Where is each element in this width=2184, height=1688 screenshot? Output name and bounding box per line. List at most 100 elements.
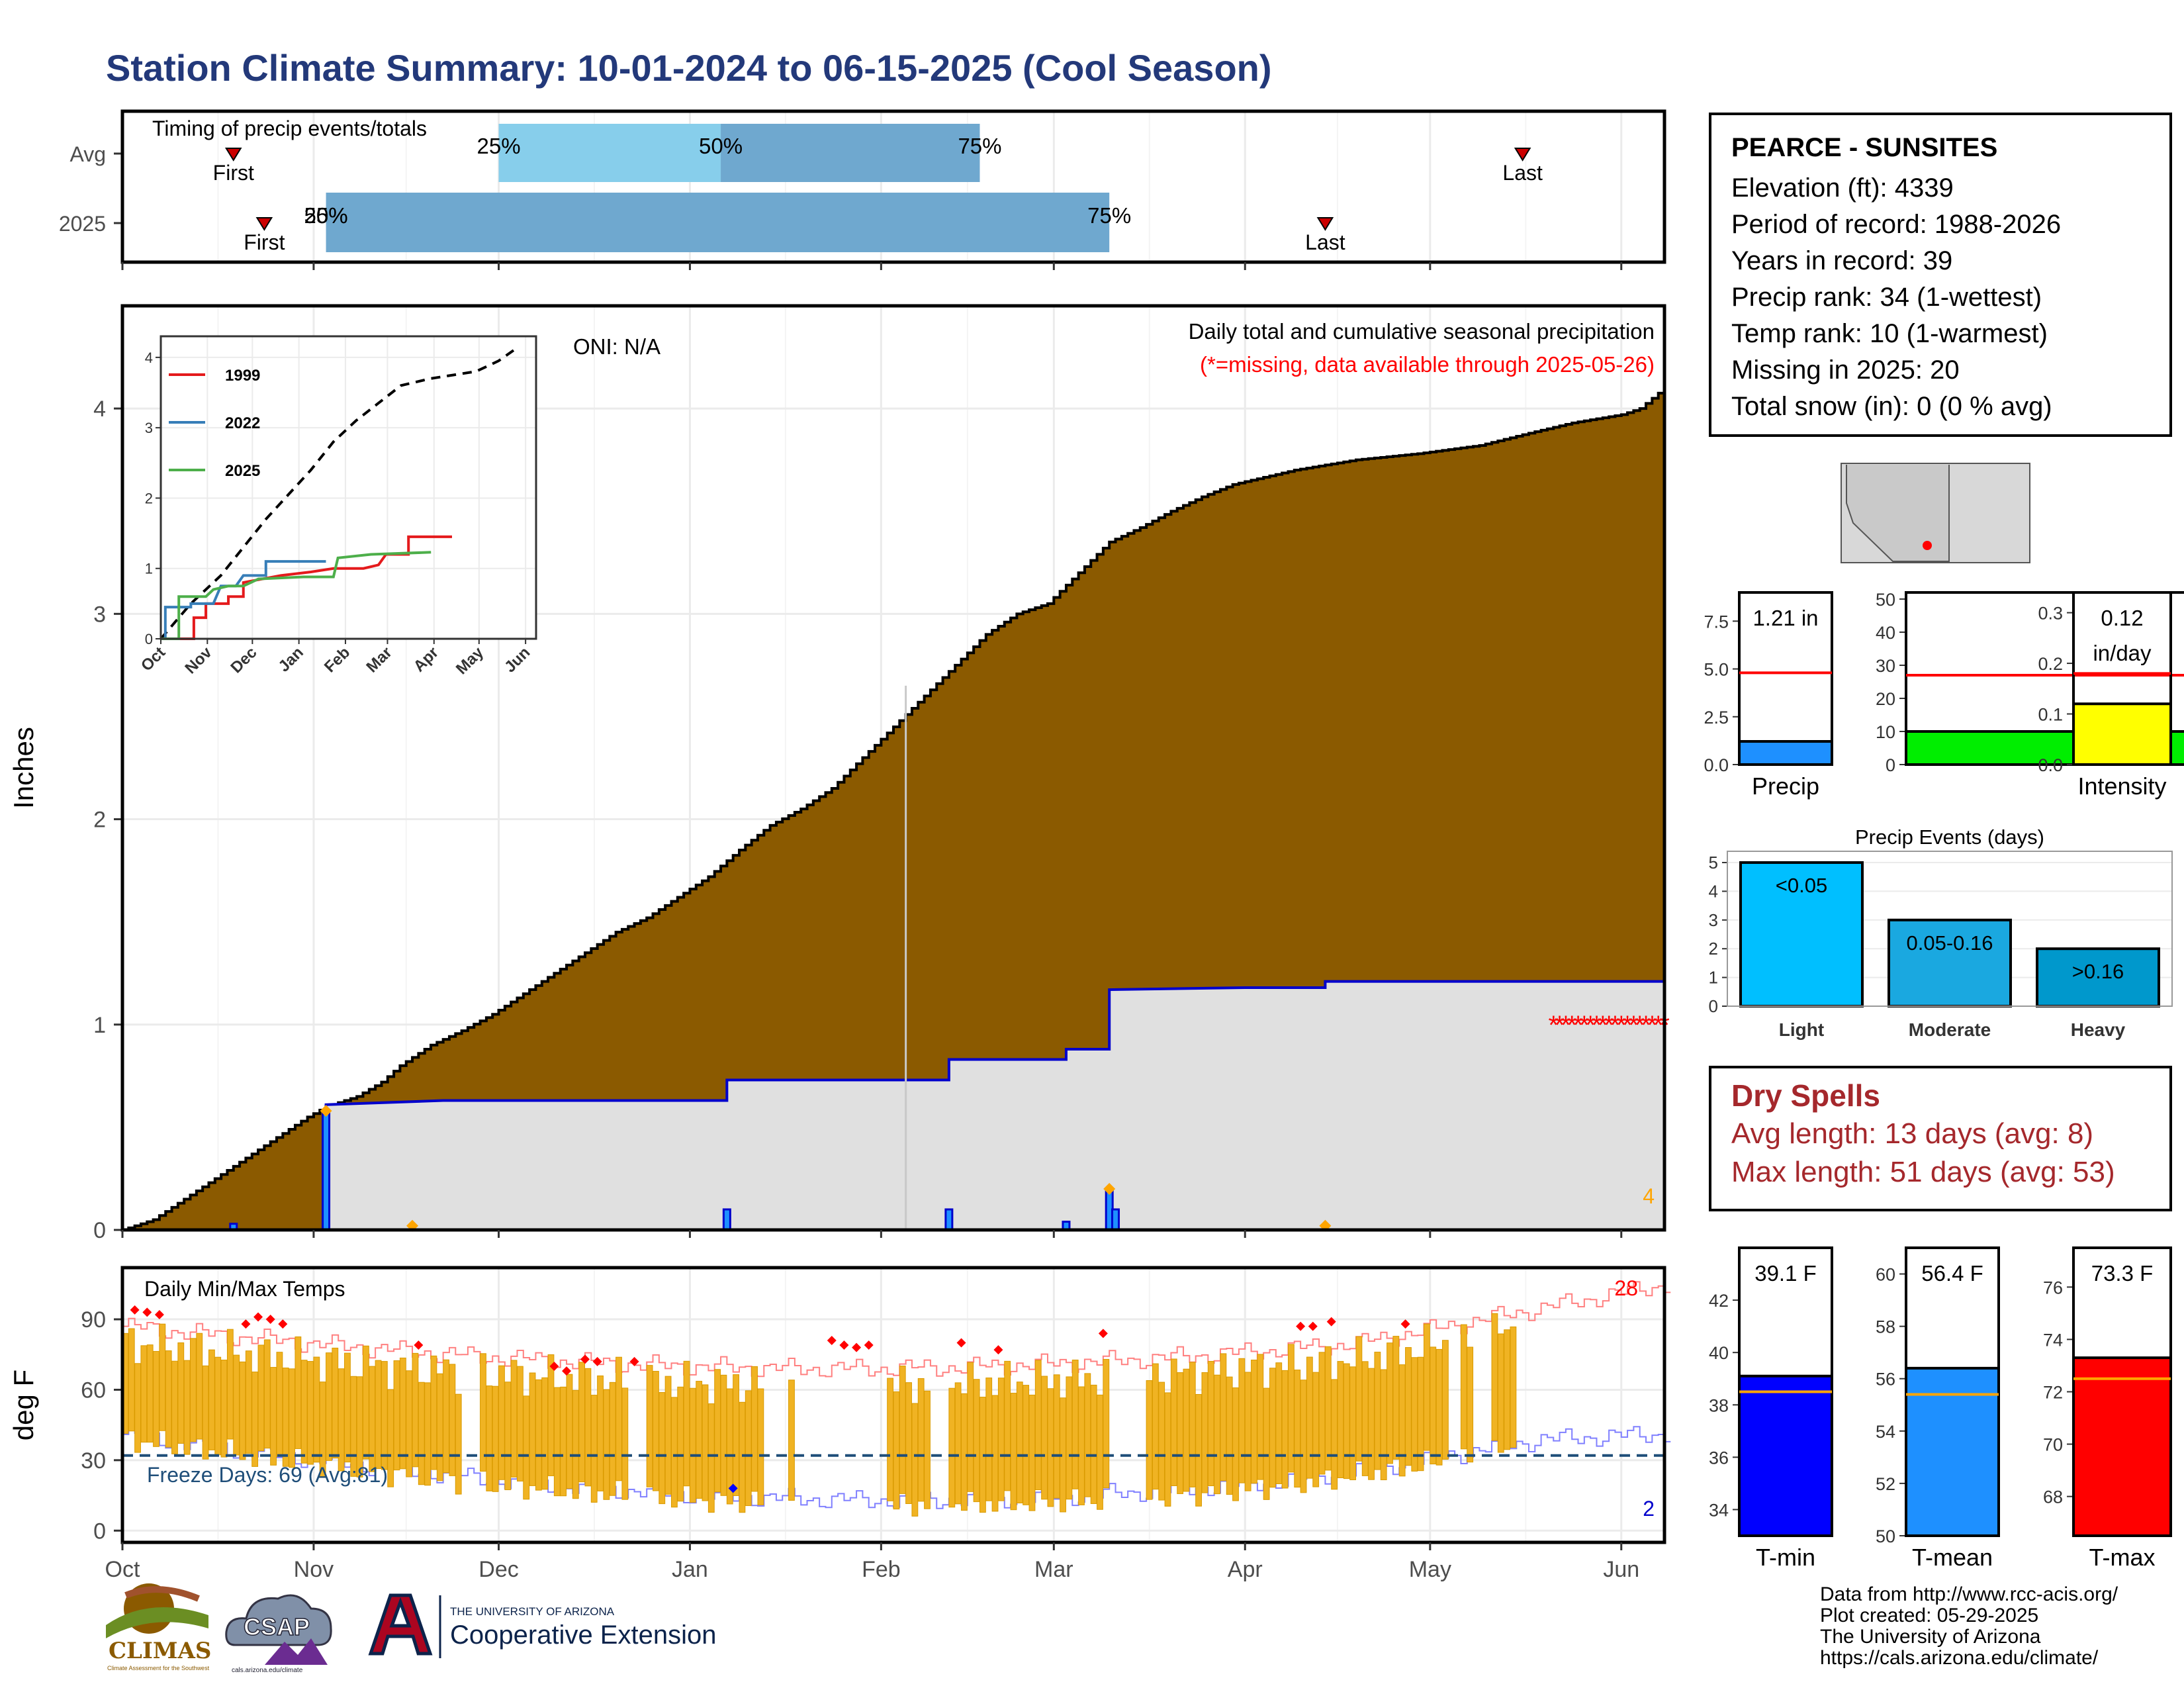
intensity-title: Intensity — [2077, 773, 2166, 800]
daily-precip-bar — [944, 1208, 954, 1231]
events-bar — [1739, 861, 1864, 1008]
record-high-marker — [241, 1319, 251, 1329]
tmax-y-tick-label: 72 — [2043, 1383, 2063, 1403]
daily-temp-bar — [1398, 1364, 1406, 1477]
daily-temp-bar — [1312, 1372, 1320, 1487]
missing-marker: * — [1653, 1011, 1664, 1040]
daily-temp-bar — [399, 1357, 406, 1470]
daily-temp-bar — [430, 1355, 437, 1470]
daily-temp-bar — [1374, 1352, 1381, 1470]
rain_days-y-tick-label: 30 — [1876, 656, 1895, 676]
missing-marker: * — [1635, 1011, 1645, 1040]
daily-temp-bar — [418, 1382, 425, 1485]
daily-temp-bar — [1041, 1376, 1048, 1500]
x-tick-label: Oct — [105, 1557, 140, 1582]
timing-marker — [224, 148, 242, 162]
inset-legend-label: 1999 — [225, 367, 260, 385]
daily-temp-bar — [449, 1364, 456, 1476]
daily-temp-bar — [1281, 1370, 1289, 1489]
daily-temp-bar — [406, 1370, 413, 1477]
daily-temp-bar — [226, 1329, 234, 1440]
ua-big-text: Cooperative Extension — [450, 1620, 716, 1650]
tmean-y-tick-label: 58 — [1876, 1317, 1895, 1337]
x-tick-label: Feb — [862, 1557, 901, 1582]
missing-marker: * — [1561, 1011, 1571, 1040]
rain_days-y-tick-label: 50 — [1876, 590, 1895, 610]
daily-temp-bar — [1201, 1372, 1208, 1493]
missing-marker: * — [1647, 1011, 1658, 1040]
temps-frame — [120, 1266, 1666, 1544]
daily-temp-bar — [714, 1369, 721, 1493]
daily-temp-bar — [1146, 1380, 1153, 1500]
inset-x-tick-label: Apr — [410, 643, 442, 675]
precip-annotation-title: Daily total and cumulative seasonal prec… — [1189, 319, 1655, 344]
rain_days-frame — [1905, 591, 2184, 766]
intensity-frame — [2072, 591, 2172, 766]
events-bar-label: >0.16 — [2072, 960, 2124, 983]
record-high-marker — [414, 1340, 424, 1350]
daily-temp-bar — [1220, 1353, 1227, 1481]
daily-temp-bar — [566, 1374, 573, 1489]
missing-marker: * — [1592, 1011, 1602, 1040]
daily-temp-bar — [1497, 1333, 1504, 1453]
daily-temp-bar — [412, 1352, 419, 1468]
events-y-tick-label: 0 — [1709, 996, 1718, 1016]
inset-legend-label: 2025 — [225, 462, 260, 480]
cumulative-2025-area — [122, 981, 1664, 1230]
tmin-y-tick-label: 36 — [1709, 1448, 1729, 1468]
daily-temp-bar — [233, 1354, 240, 1456]
daily-temp-bar — [541, 1377, 549, 1490]
events-bar — [2036, 947, 2160, 1008]
inset-y-tick-label: 0 — [145, 631, 153, 647]
precip-frame — [120, 304, 1666, 1232]
daily-temp-bar — [739, 1401, 746, 1513]
precip-annotation-missing: (*=missing, data available through 2025-… — [1200, 352, 1655, 377]
timing-title: Timing of precip events/totals — [152, 117, 427, 140]
tmin-y-tick-label: 34 — [1709, 1500, 1729, 1520]
inset-x-tick-label: Dec — [227, 643, 260, 677]
daily-temp-bar — [326, 1352, 332, 1461]
inset-avg-line — [159, 349, 515, 640]
inset-x-tick-label: Jun — [501, 643, 533, 676]
daily-temp-bar — [677, 1386, 684, 1502]
precip_compare-y-tick-label: 7.5 — [1704, 612, 1729, 632]
daily-temp-bar — [1263, 1387, 1270, 1500]
tmean-value-label: 56.4 F — [1921, 1261, 1983, 1286]
daily-temp-bar — [1343, 1363, 1350, 1479]
events-y-tick-label: 1 — [1709, 968, 1718, 988]
tmax-y-tick-label: 70 — [2043, 1435, 2063, 1455]
inset-x-tick-label: Nov — [181, 643, 216, 678]
daily-temp-bar — [670, 1397, 678, 1508]
daily-temp-bar — [1324, 1346, 1332, 1471]
locator-map — [1841, 463, 2030, 563]
avg-daily-marker — [320, 1105, 332, 1117]
daily-temp-bar — [1361, 1361, 1369, 1476]
station-precip-rank: Precip rank: 34 (1-wettest) — [1731, 283, 2042, 312]
daily-temp-bar — [1337, 1361, 1344, 1478]
tmean-y-tick-label: 56 — [1876, 1370, 1895, 1389]
ua-block-a-icon — [368, 1593, 433, 1656]
daily-temp-bar — [270, 1367, 277, 1466]
daily-temp-bar — [177, 1342, 185, 1444]
daily-temp-bar — [498, 1365, 505, 1480]
record-high-count: 28 — [1614, 1276, 1638, 1300]
timing-marker — [255, 217, 273, 231]
daily-temp-bar — [1177, 1372, 1184, 1494]
tmax-value-bar — [2073, 1358, 2171, 1536]
daily-temp-bar — [1380, 1369, 1387, 1481]
daily-temp-bar — [393, 1360, 400, 1471]
precip_compare-y-tick-label: 0.0 — [1704, 755, 1729, 775]
daily-temp-bar — [289, 1368, 295, 1468]
precip_compare-frame — [1738, 591, 1833, 766]
daily-temp-bar — [1287, 1344, 1295, 1473]
daily-temp-bar — [1504, 1329, 1510, 1450]
daily-temp-bar — [664, 1376, 672, 1495]
tmean-title: T-mean — [1912, 1544, 1993, 1571]
daily-temp-bar — [1071, 1359, 1079, 1489]
daily-temp-bar — [504, 1382, 512, 1491]
missing-marker: * — [1616, 1011, 1627, 1040]
timing-pct-label: 50% — [304, 203, 348, 228]
record-high-marker — [993, 1345, 1003, 1355]
daily-temp-bar — [282, 1367, 289, 1467]
source-line: https://cals.arizona.edu/climate/ — [1820, 1647, 2099, 1669]
